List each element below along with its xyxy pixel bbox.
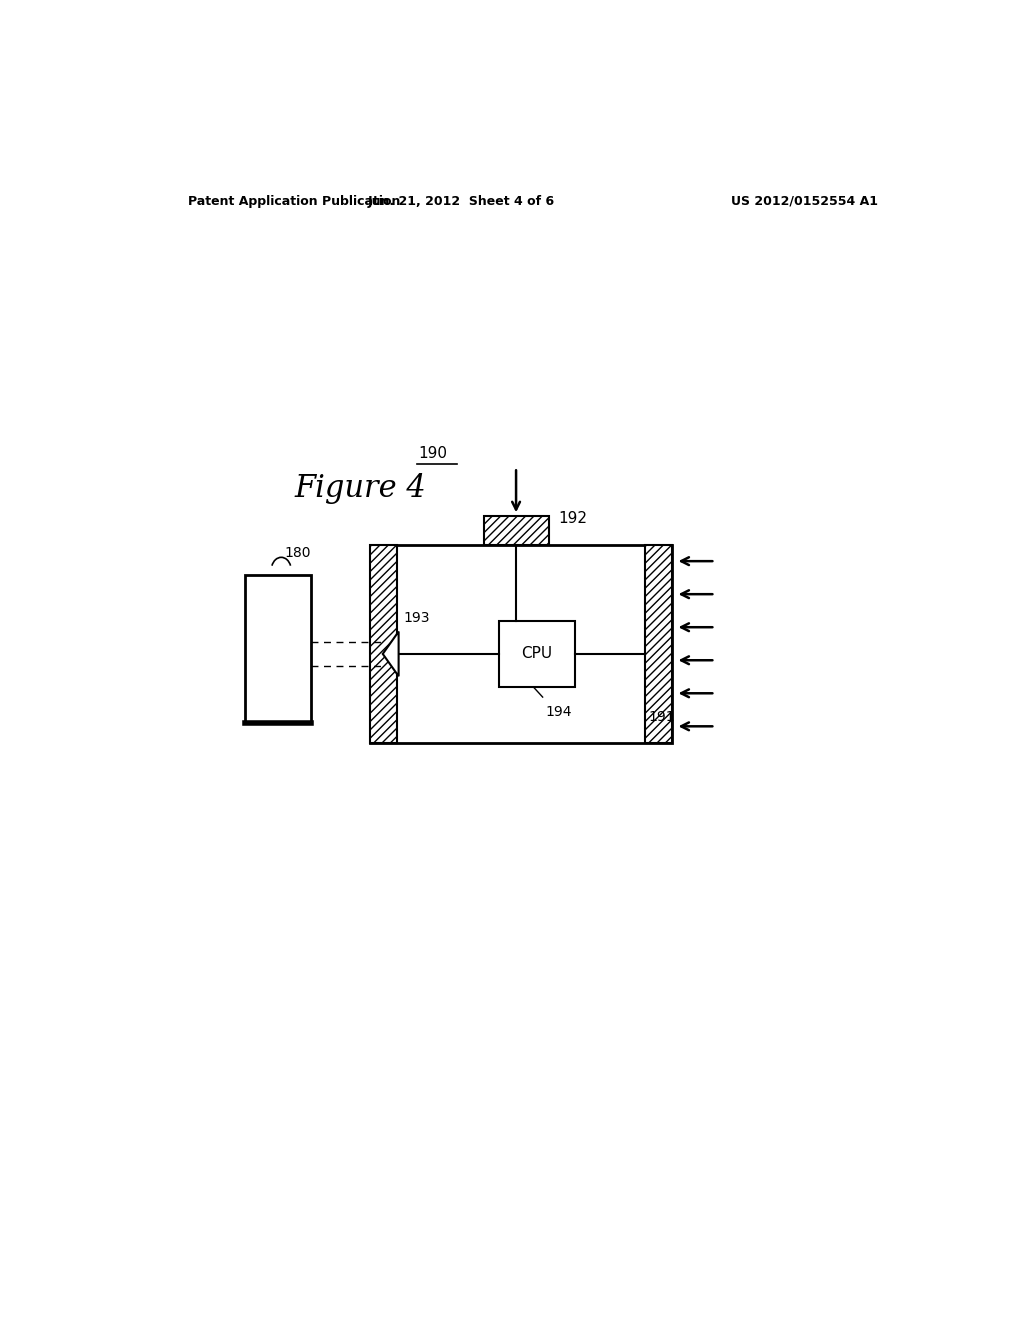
Bar (370, 545, 397, 743)
Text: 193: 193 (403, 611, 430, 626)
Bar (483, 516, 549, 545)
Text: 190: 190 (419, 446, 447, 461)
Text: 194: 194 (545, 705, 571, 719)
Text: 191: 191 (648, 710, 675, 725)
Bar (246, 576, 310, 722)
Bar (370, 545, 672, 743)
Text: 192: 192 (558, 511, 587, 525)
Text: US 2012/0152554 A1: US 2012/0152554 A1 (731, 194, 879, 207)
Text: Figure 4: Figure 4 (295, 474, 426, 504)
Polygon shape (383, 631, 398, 676)
Text: Patent Application Publication: Patent Application Publication (187, 194, 400, 207)
Text: Jun. 21, 2012  Sheet 4 of 6: Jun. 21, 2012 Sheet 4 of 6 (368, 194, 555, 207)
Text: CPU: CPU (521, 647, 553, 661)
Bar (645, 545, 672, 743)
Bar (500, 620, 574, 686)
Text: 180: 180 (285, 546, 311, 560)
